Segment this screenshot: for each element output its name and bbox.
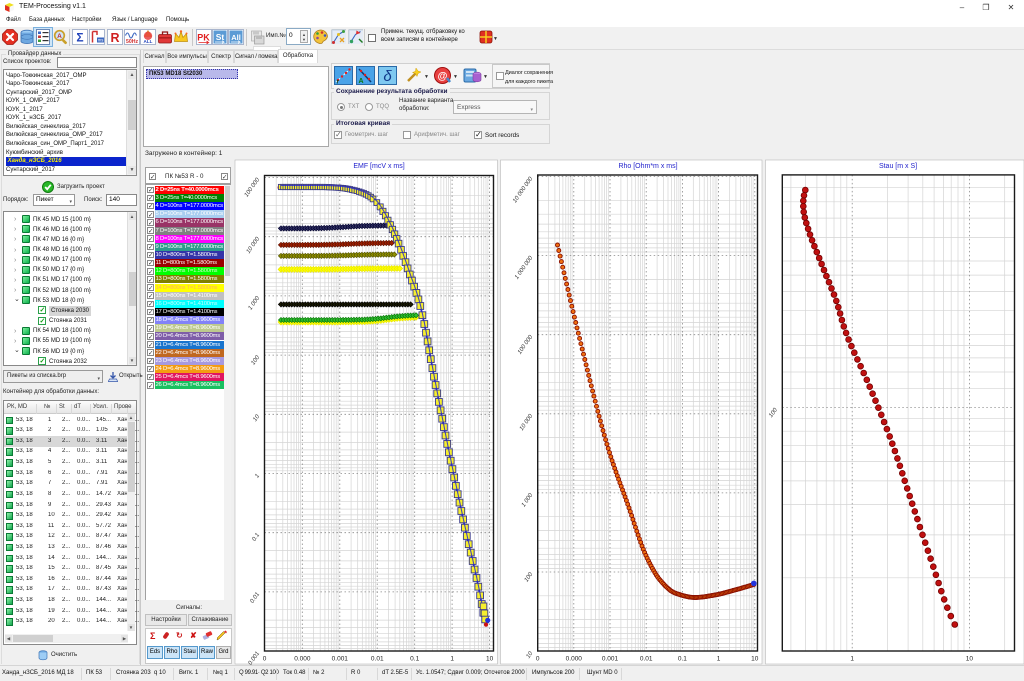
svg-text:1: 1 (850, 656, 854, 663)
svg-text:0: 0 (536, 656, 540, 663)
svg-text:10: 10 (751, 656, 759, 663)
svg-text:ms: ms (98, 38, 104, 43)
svg-text:0.01: 0.01 (371, 656, 384, 663)
svg-text:δ: δ (383, 68, 392, 85)
svg-text:10: 10 (486, 656, 494, 663)
svg-text:St: St (216, 32, 225, 42)
svg-text:г: г (337, 80, 340, 86)
svg-text:EMF [mcV x ms]: EMF [mcV x ms] (353, 163, 404, 170)
svg-text:All: All (231, 33, 241, 42)
svg-text:0.01: 0.01 (640, 656, 653, 663)
svg-text:100: 100 (524, 571, 535, 583)
svg-text:0.001: 0.001 (332, 656, 349, 663)
svg-text:10: 10 (966, 656, 974, 663)
svg-text:0.000: 0.000 (566, 656, 583, 663)
svg-text:0.1: 0.1 (251, 532, 261, 542)
svg-text:100: 100 (250, 354, 261, 366)
svg-text:Rho [Ohm*m x ms]: Rho [Ohm*m x ms] (618, 163, 677, 170)
svg-text:100: 100 (768, 407, 779, 419)
svg-text:Stau [m x S]: Stau [m x S] (879, 163, 917, 170)
svg-text:1: 1 (717, 656, 721, 663)
svg-text:10: 10 (252, 413, 261, 422)
svg-text:A: A (359, 78, 364, 85)
svg-text:1: 1 (450, 656, 454, 663)
svg-text:0.001: 0.001 (602, 656, 619, 663)
svg-text:0.000: 0.000 (294, 656, 311, 663)
svg-text:1: 1 (254, 473, 261, 479)
svg-text:0.01: 0.01 (250, 592, 262, 605)
svg-text:PK: PK (197, 33, 210, 43)
svg-text:10: 10 (526, 650, 535, 659)
svg-text:0: 0 (263, 656, 267, 663)
svg-text:ALL: ALL (144, 39, 153, 44)
svg-text:Σ: Σ (76, 31, 83, 45)
svg-text:0.1: 0.1 (678, 656, 687, 663)
svg-text:@: @ (438, 71, 448, 82)
svg-text:0.1: 0.1 (410, 656, 419, 663)
svg-text:R: R (110, 31, 119, 45)
svg-text:A: A (57, 33, 62, 40)
svg-text:50Hz: 50Hz (126, 39, 139, 45)
